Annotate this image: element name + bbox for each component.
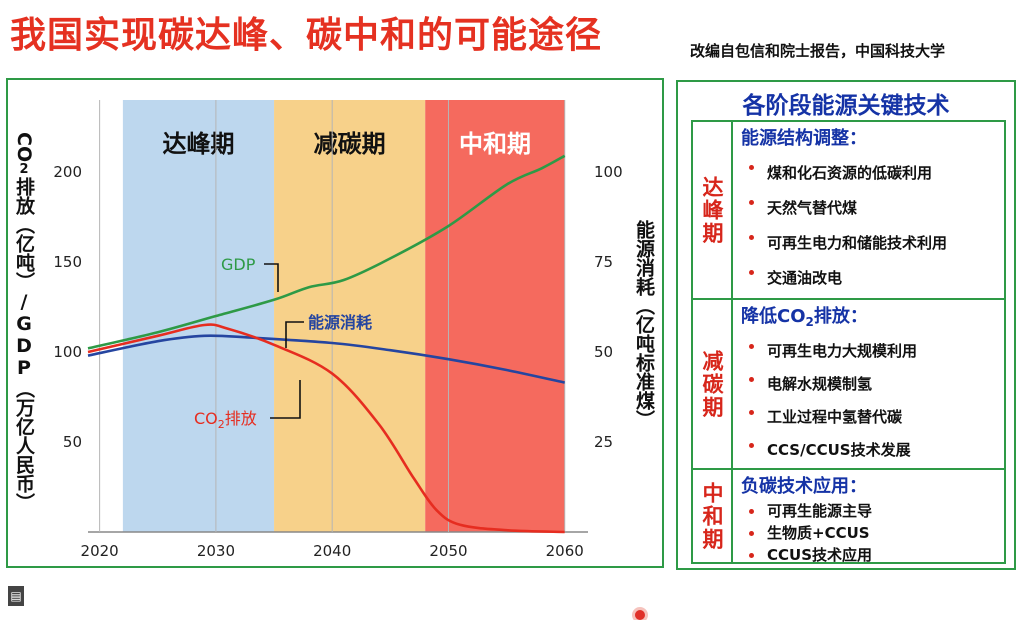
source-note: 改编自包信和院士报告，中国科技大学 bbox=[690, 42, 946, 60]
list-item: 电解水规模制氢 bbox=[741, 368, 1000, 401]
left-axis-title-sub: 2 bbox=[17, 162, 32, 177]
page-title: 我国实现碳达峰、碳中和的可能途径 bbox=[10, 15, 603, 56]
stage-row-reduction: 减碳期 降低CO2排放： 可再生电力大规模利用 电解水规模制氢 工业过程中氢替代… bbox=[693, 298, 1004, 468]
right-axis-title: 能源消耗（亿吨标准煤） bbox=[633, 219, 655, 429]
chart-frame: 达峰期 减碳期 中和期 2020 2030 2040 2050 2060 50 100 150 20… bbox=[6, 78, 664, 620]
record-indicator bbox=[635, 610, 645, 620]
left-tick-label: 100 bbox=[53, 343, 82, 361]
phase-band bbox=[122, 100, 275, 532]
co2-series-line bbox=[87, 323, 565, 534]
right-tick-label: 75 bbox=[594, 253, 613, 271]
list-item: 天然气替代煤 bbox=[741, 191, 1000, 226]
x-tick-label: 2020 bbox=[81, 542, 119, 560]
co2-label-sub: 2 bbox=[218, 418, 225, 431]
phase-label: 减碳期 bbox=[314, 130, 386, 158]
panel-title: 各阶段能源关键技术 bbox=[742, 93, 950, 119]
stage-heading-subscript: 2 bbox=[805, 315, 814, 329]
stage-label: 减碳期 bbox=[693, 300, 733, 468]
left-tick-label: 50 bbox=[63, 433, 82, 451]
list-item: 交通油改电 bbox=[741, 261, 1000, 296]
tech-panel: 各阶段能源关键技术 达峰期 能源结构调整： 煤和化石资源的低碳利用 天然气替代煤… bbox=[676, 80, 1016, 570]
stage-body: 能源结构调整： 煤和化石资源的低碳利用 天然气替代煤 可再生电力和储能技术利用 … bbox=[741, 124, 1000, 298]
stage-heading-suffix: 排放： bbox=[813, 306, 868, 327]
left-tick-label: 150 bbox=[53, 253, 82, 271]
energy-series-line bbox=[87, 334, 565, 384]
list-item: 可再生电力和储能技术利用 bbox=[741, 226, 1000, 261]
list-item: CCUS技术应用 bbox=[741, 544, 1000, 566]
list-item: 煤和化石资源的低碳利用 bbox=[741, 156, 1000, 191]
gdp-series-label: GDP bbox=[221, 255, 256, 274]
list-item: 可再生能源主导 bbox=[741, 500, 1000, 522]
energy-series-label: 能源消耗 bbox=[308, 313, 372, 332]
stage-heading-text: 降低CO bbox=[741, 306, 806, 327]
stage-table: 达峰期 能源结构调整： 煤和化石资源的低碳利用 天然气替代煤 可再生电力和储能技… bbox=[691, 120, 1006, 564]
right-tick-label: 25 bbox=[594, 433, 613, 451]
phase-band bbox=[425, 100, 565, 532]
x-tick-label: 2030 bbox=[197, 542, 235, 560]
co2-label-post: 排放 bbox=[225, 409, 257, 428]
right-tick-label: 100 bbox=[594, 163, 623, 181]
stage-label: 中和期 bbox=[693, 470, 733, 562]
stage-heading-text: 能源结构调整： bbox=[741, 128, 867, 149]
phase-label: 中和期 bbox=[459, 130, 531, 158]
left-axis-title-main: CO bbox=[13, 132, 35, 162]
gdp-series-line bbox=[87, 154, 566, 350]
collapse-toggle-button[interactable]: ▤ bbox=[8, 586, 24, 606]
stage-body: 降低CO2排放： 可再生电力大规模利用 电解水规模制氢 工业过程中氢替代碳 CC… bbox=[741, 302, 1000, 468]
stage-heading: 负碳技术应用： bbox=[741, 472, 1000, 498]
x-tick-label: 2050 bbox=[429, 542, 467, 560]
energy-label-arrow bbox=[285, 321, 304, 348]
x-tick-label: 2060 bbox=[546, 542, 584, 560]
left-axis-title: CO 2 排放（亿吨）/GDP（万亿人民币） bbox=[13, 132, 36, 512]
phase-band bbox=[274, 100, 426, 532]
gdp-label-arrow bbox=[264, 263, 279, 292]
list-item: 可再生电力大规模利用 bbox=[741, 335, 1000, 368]
stage-label: 达峰期 bbox=[693, 122, 733, 298]
stage-row-neutral: 中和期 负碳技术应用： 可再生能源主导 生物质+CCUS CCUS技术应用 bbox=[693, 468, 1004, 564]
co2-label-main: CO bbox=[194, 409, 218, 428]
left-tick-label: 200 bbox=[53, 163, 82, 181]
stage-row-peak: 达峰期 能源结构调整： 煤和化石资源的低碳利用 天然气替代煤 可再生电力和储能技… bbox=[693, 122, 1004, 298]
x-tick-label: 2040 bbox=[313, 542, 351, 560]
co2-label-arrow bbox=[270, 380, 301, 419]
list-item: 工业过程中氢替代碳 bbox=[741, 401, 1000, 434]
co2-series-label: CO2排放 bbox=[194, 409, 257, 431]
right-tick-label: 50 bbox=[594, 343, 613, 361]
pathway-chart: 达峰期 减碳期 中和期 2020 2030 2040 2050 2060 50 100 150 20… bbox=[13, 100, 655, 560]
stage-heading-text: 负碳技术应用： bbox=[741, 476, 867, 497]
left-axis-title-rest: 排放（亿吨）/GDP（万亿人民币） bbox=[13, 176, 36, 512]
phase-label: 达峰期 bbox=[162, 130, 234, 158]
list-item: 生物质+CCUS bbox=[741, 522, 1000, 544]
stage-body: 负碳技术应用： 可再生能源主导 生物质+CCUS CCUS技术应用 bbox=[741, 472, 1000, 564]
stage-heading: 能源结构调整： bbox=[741, 124, 1000, 150]
stage-heading: 降低CO2排放： bbox=[741, 302, 1000, 329]
list-item: CCS/CCUS技术发展 bbox=[741, 434, 1000, 467]
